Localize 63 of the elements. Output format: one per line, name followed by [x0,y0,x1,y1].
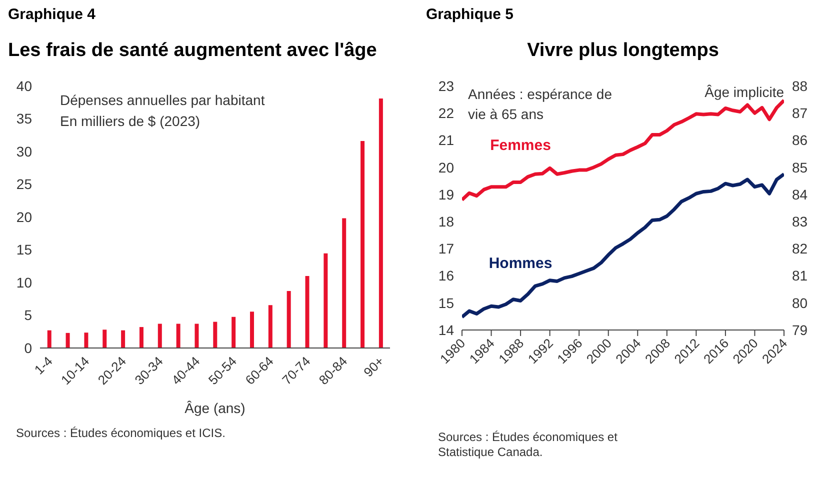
y2-tick-label: 86 [792,132,808,148]
y-tick-label: 16 [438,268,454,284]
chart-title: Graphique 5 [426,6,514,23]
bar [176,324,180,348]
y2-tick-label: 82 [792,240,808,257]
y-tick-label: 21 [438,132,454,148]
x-axis-title: Âge (ans) [184,400,246,416]
y-tick-label: 18 [438,214,454,230]
y-tick-label: 17 [438,240,454,257]
y2-axis-title: Âge implicite [704,84,784,100]
y2-tick-label: 80 [792,294,808,311]
x-tick-label: 1-4 [31,354,56,378]
y-tick-label: 5 [24,307,32,324]
bar [194,324,199,348]
chart-title: Graphique 4 [8,6,96,23]
series-label: Femmes [489,137,552,154]
y-tick-label: 40 [16,78,32,94]
bar [213,322,218,348]
y2-tick-label: 81 [792,268,808,284]
y-axis-title: Dépenses annuelles par habitant En milliers de $ (2023) [60,91,265,131]
y-tick-label: 22 [438,105,454,122]
y-tick-label: 0 [24,340,32,356]
y2-tick-label: 87 [792,105,808,122]
bar [84,332,88,348]
x-tick-label: 90+ [360,354,387,380]
series-label: Hommes [488,255,554,272]
source-note: Sources : Études économiques et Statistique Canada. [438,430,618,460]
y-tick-label: 10 [16,274,32,290]
chart-subtitle: Les frais de santé augmentent avec l'âge [8,40,377,62]
y-tick-label: 20 [438,159,454,176]
bar [121,330,126,348]
y2-tick-label: 79 [792,322,808,338]
y-tick-label: 14 [438,322,454,338]
bar [286,291,291,348]
line-series [462,172,784,319]
bar [250,312,254,348]
bar [66,332,70,348]
bar [378,98,383,348]
y-tick-label: 20 [16,208,32,225]
bar [139,327,144,348]
y2-tick-label: 88 [792,78,808,94]
bar [47,330,52,348]
bar [158,324,162,348]
y-tick-label: 35 [16,110,32,127]
chart-subtitle: Vivre plus longtemps [526,40,720,62]
bar [102,330,107,348]
bar [305,276,310,348]
y-axis-title: Années : espérance de vie à 65 ans [468,85,612,124]
y2-tick-label: 85 [792,159,808,176]
bar [232,316,236,348]
y2-tick-label: 84 [792,186,808,202]
y-tick-label: 30 [16,143,32,160]
y-tick-label: 15 [438,294,454,311]
y2-tick-label: 83 [792,214,808,230]
source-note: Sources : Études économiques et ICIS. [16,426,226,440]
bar [342,218,346,348]
bar [268,305,272,348]
bar [360,141,365,348]
bar [324,253,328,348]
y-tick-label: 19 [438,186,454,202]
y-tick-label: 15 [16,242,32,258]
y-tick-label: 25 [16,176,32,192]
y-tick-label: 23 [438,78,454,94]
